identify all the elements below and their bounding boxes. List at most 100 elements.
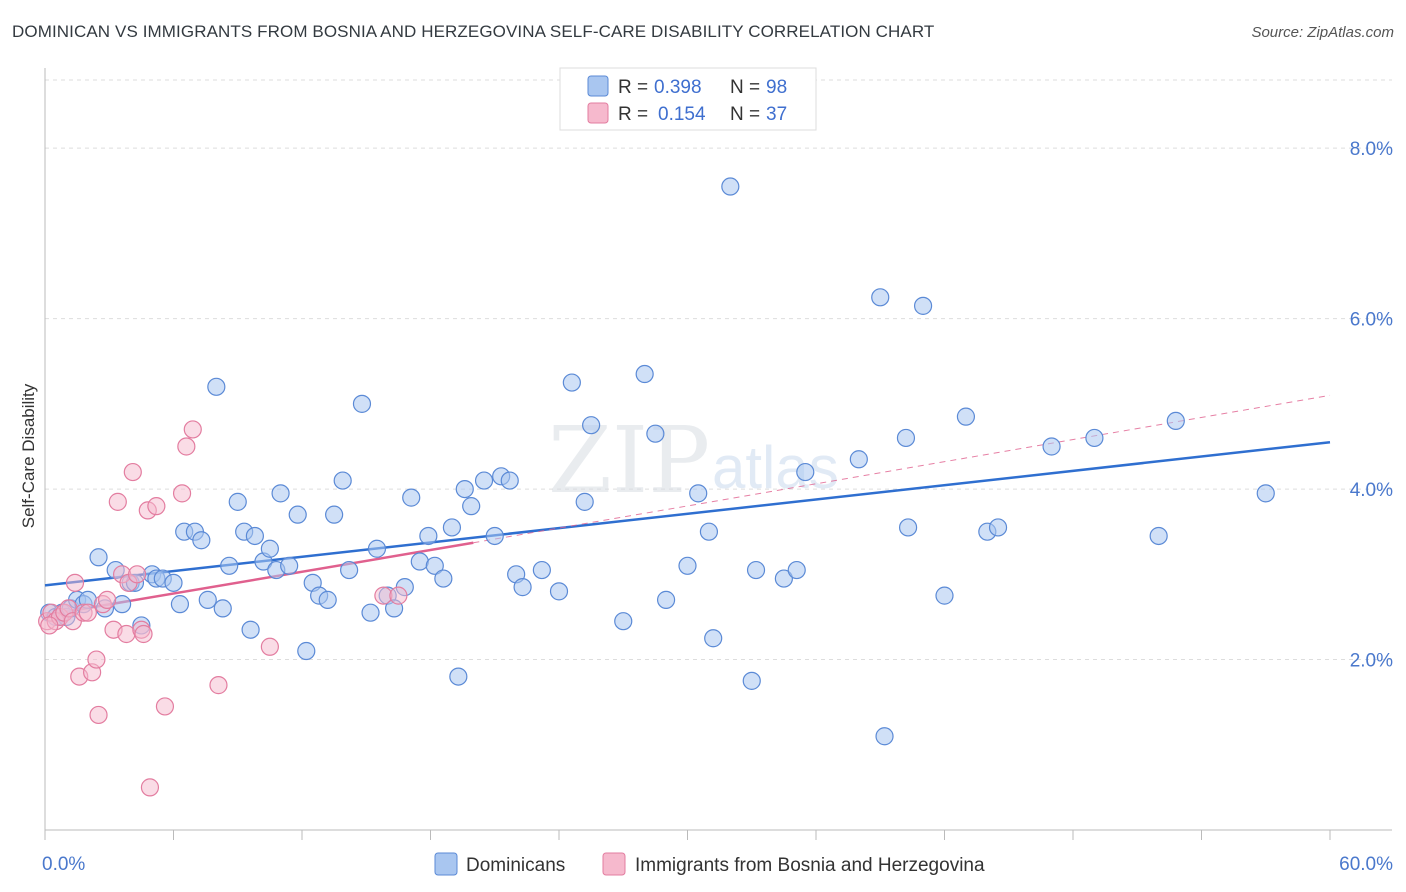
point-bosnia-31: [183, 420, 202, 439]
point-bosnia-21: [123, 462, 142, 482]
watermark: ZIP atlas: [548, 407, 839, 514]
point-bosnia-12: [87, 650, 106, 669]
point-dominicans-58: [462, 497, 481, 516]
point-dominicans-46: [367, 539, 387, 558]
legend-r-label-2: R =: [618, 104, 648, 125]
trend-line-bosnia-dashed: [473, 394, 1331, 544]
point-dominicans-53: [425, 556, 444, 575]
point-dominicans-62: [500, 471, 519, 490]
point-bosnia-33: [260, 637, 279, 656]
point-dominicans-78: [721, 177, 740, 196]
point-dominicans-79: [742, 671, 761, 690]
point-dominicans-37: [297, 641, 316, 661]
point-bosnia-24: [134, 624, 153, 644]
grid-layer: [45, 79, 1392, 661]
point-dominicans-26: [220, 556, 239, 575]
point-dominicans-90: [935, 586, 954, 605]
watermark-atlas: atlas: [712, 434, 839, 501]
point-dominicans-35: [280, 556, 299, 575]
point-dominicans-67: [562, 373, 581, 392]
point-dominicans-81: [774, 569, 793, 588]
y-tick-label-3: 8.0%: [1350, 139, 1393, 160]
point-dominicans-43: [340, 560, 359, 580]
point-dominicans-23: [198, 590, 217, 609]
point-dominicans-83: [796, 462, 815, 482]
x-tick-label-1: 60.0%: [1339, 854, 1393, 875]
legend-swatch-blue: [587, 75, 609, 97]
point-dominicans-93: [988, 518, 1008, 537]
point-bosnia-30: [177, 437, 196, 456]
y-tick-label-1: 4.0%: [1350, 480, 1393, 501]
legend-r-label-1: R =: [618, 77, 648, 98]
legend-r-value-1: 0.398: [654, 77, 702, 98]
point-dominicans-86: [875, 727, 894, 746]
point-bosnia-36: [40, 616, 59, 635]
point-bosnia-13: [89, 705, 108, 725]
point-dominicans-8: [89, 548, 108, 567]
point-dominicans-54: [434, 569, 453, 588]
point-bosnia-19: [117, 624, 136, 644]
point-dominicans-18: [164, 573, 183, 592]
point-dominicans-40: [318, 590, 337, 609]
y-tick-label-0: 2.0%: [1350, 651, 1393, 672]
point-dominicans-11: [112, 595, 132, 614]
point-dominicans-94: [1042, 437, 1061, 456]
point-bosnia-35: [389, 586, 408, 605]
point-dominicans-50: [402, 488, 421, 507]
point-dominicans-44: [352, 394, 372, 413]
chart-title: DOMINICAN VS IMMIGRANTS FROM BOSNIA AND …: [12, 22, 935, 41]
legend-r-value-2: 0.154: [658, 104, 706, 125]
y-tick-label-2: 6.0%: [1350, 310, 1393, 331]
point-dominicans-77: [704, 629, 723, 648]
point-dominicans-96: [1149, 526, 1168, 546]
point-bosnia-29: [172, 484, 192, 503]
point-dominicans-55: [442, 518, 462, 537]
point-dominicans-66: [549, 582, 569, 601]
point-dominicans-87: [896, 428, 916, 448]
point-dominicans-32: [260, 539, 279, 558]
point-bosnia-26: [140, 778, 160, 797]
point-bosnia-10: [78, 603, 97, 622]
y-axis-label: Self-Care Disability: [19, 383, 38, 528]
point-dominicans-59: [474, 471, 494, 490]
watermark-zip: ZIP: [548, 407, 710, 514]
point-dominicans-71: [635, 364, 654, 384]
point-dominicans-25: [213, 599, 232, 618]
legend-n-label-2: N =: [730, 104, 760, 125]
point-dominicans-24: [207, 377, 226, 396]
point-dominicans-19: [170, 595, 190, 614]
point-bosnia-28: [155, 697, 175, 716]
point-dominicans-57: [455, 479, 474, 499]
point-dominicans-22: [192, 531, 211, 550]
point-bosnia-17: [108, 492, 127, 511]
point-bosnia-27: [147, 497, 166, 516]
legend-n-value-2: 37: [766, 104, 787, 125]
point-dominicans-51: [410, 552, 429, 571]
point-dominicans-69: [582, 416, 601, 435]
point-dominicans-60: [485, 526, 504, 546]
point-dominicans-82: [787, 560, 806, 580]
point-dominicans-89: [913, 296, 933, 315]
axis-layer: 2.0% 4.0% 6.0% 8.0% 0.0% 60.0%: [42, 68, 1393, 875]
points-layer: [38, 177, 1275, 797]
point-bosnia-7: [65, 573, 85, 592]
point-dominicans-27: [228, 492, 247, 511]
point-dominicans-29: [241, 620, 260, 639]
bottom-legend-swatch-pink: [602, 852, 626, 876]
point-dominicans-36: [288, 505, 307, 524]
point-dominicans-75: [689, 484, 708, 503]
point-dominicans-74: [678, 556, 697, 575]
point-dominicans-73: [656, 590, 676, 609]
bottom-legend-swatch-blue: [434, 852, 458, 876]
source-label: Source: ZipAtlas.com: [1251, 24, 1394, 41]
x-tick-label-0: 0.0%: [42, 854, 85, 875]
point-dominicans-41: [325, 505, 344, 524]
point-dominicans-84: [849, 450, 868, 469]
point-dominicans-98: [1256, 484, 1275, 503]
point-bosnia-32: [209, 676, 228, 695]
point-dominicans-42: [333, 471, 352, 490]
point-dominicans-70: [614, 612, 633, 631]
point-dominicans-56: [449, 667, 468, 686]
point-dominicans-88: [898, 518, 918, 537]
